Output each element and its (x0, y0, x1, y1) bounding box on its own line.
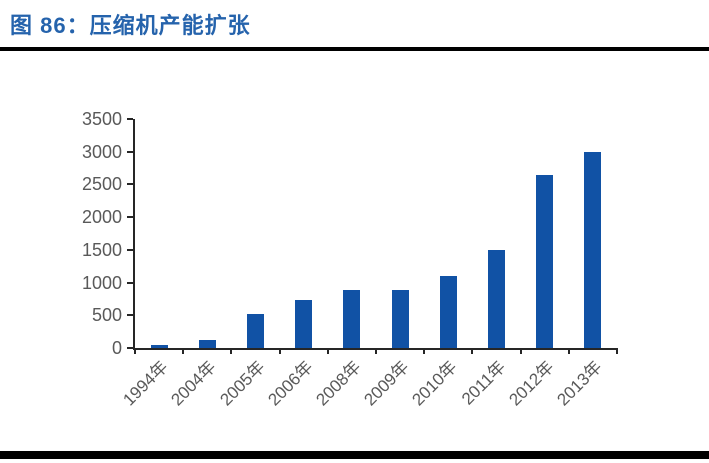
x-axis-tick (278, 348, 281, 354)
bar-chart-plot-area: 0 500 1000 1500 2000 2500 3000 3500 1994年 2004年 20… (82, 109, 618, 409)
x-axis-tick-label: 2012年 (505, 357, 558, 410)
footer-divider (0, 451, 709, 459)
y-axis-line (133, 119, 135, 350)
header-divider (0, 47, 709, 51)
bar-2009年 (391, 289, 409, 348)
y-axis-tick (127, 281, 133, 284)
x-axis-tick (182, 348, 185, 354)
x-axis-tick-label: 2005年 (216, 357, 269, 410)
x-axis-tick-label: 2010年 (408, 357, 462, 410)
bar-2010年 (439, 276, 457, 348)
x-axis-tick-label: 2008年 (312, 357, 365, 410)
x-axis-tick (326, 348, 329, 354)
y-axis-tick (127, 118, 133, 120)
bar-2012年 (536, 174, 554, 348)
y-axis-tick-label: 2000 (81, 207, 122, 228)
y-axis-tick (127, 347, 133, 349)
x-axis-tick (375, 348, 377, 354)
x-axis-tick-label: 2013年 (553, 357, 606, 410)
bar-2006年 (295, 300, 313, 348)
y-axis-tick (127, 183, 133, 186)
x-axis-tick (567, 348, 570, 354)
x-axis-tick (471, 348, 474, 354)
x-axis-tick (423, 348, 426, 354)
x-axis-tick-label: 2006年 (264, 357, 317, 410)
bar-1994年 (150, 344, 168, 348)
figure-title: 图 86：压缩机产能扩张 (10, 13, 251, 38)
x-axis-tick-label: 2009年 (360, 357, 413, 410)
bar-2013年 (584, 151, 602, 348)
y-axis-tick (127, 314, 133, 317)
x-axis-tick (616, 348, 618, 354)
bar-2008年 (343, 289, 361, 348)
y-axis-tick (127, 216, 133, 219)
y-axis-tick (127, 248, 133, 251)
x-axis-tick (519, 348, 522, 354)
y-axis-tick (127, 150, 133, 153)
bar-2005年 (247, 313, 264, 348)
x-axis-tick-label: 1994年 (119, 357, 172, 410)
y-axis-tick-label: 0 (111, 338, 122, 358)
y-axis-tick-label: 3000 (81, 141, 122, 162)
y-axis-tick-label: 1000 (81, 272, 122, 293)
bar-2011年 (488, 249, 505, 348)
bar-2004年 (198, 340, 216, 348)
y-axis-tick-label: 1500 (81, 239, 122, 260)
x-axis-tick (230, 348, 233, 354)
x-axis-tick (134, 348, 136, 354)
y-axis-tick-label: 2500 (81, 174, 122, 195)
y-axis-tick-label: 3500 (81, 109, 122, 129)
y-axis-tick-label: 500 (91, 305, 122, 326)
x-axis-tick-label: 2011年 (457, 357, 510, 409)
x-axis-tick-label: 2004年 (167, 357, 221, 410)
